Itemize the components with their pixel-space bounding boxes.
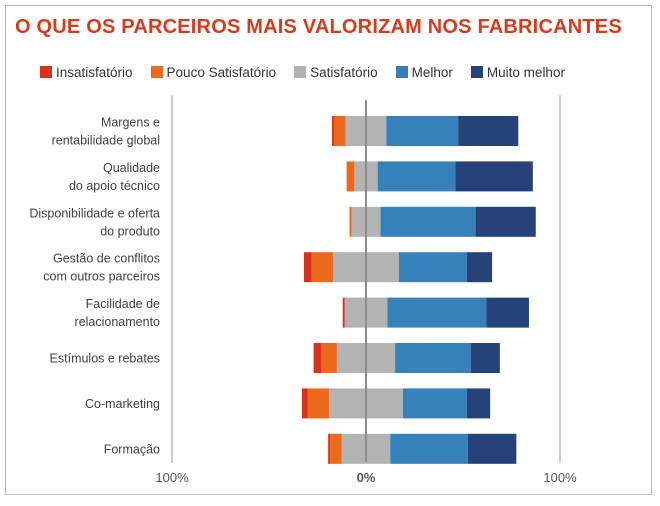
legend-label: Melhor [411, 64, 453, 80]
x-tick-label: 100% [155, 470, 189, 485]
bar-segment [311, 252, 334, 283]
bar-segment [398, 252, 467, 283]
chart-title: O QUE OS PARCEIROS MAIS VALORIZAM NOS FA… [15, 16, 622, 38]
x-tick-label: 100% [543, 470, 577, 485]
bar-segment [458, 116, 519, 146]
bar-segment [349, 206, 352, 237]
bar-segment [380, 206, 476, 237]
category-label: Qualidade [103, 161, 160, 175]
bar-segment [332, 116, 334, 146]
legend-label: Insatisfatório [56, 64, 133, 80]
bar-segment [321, 343, 337, 373]
bar-segment [307, 388, 330, 419]
legend-item: Muito melhor [470, 63, 565, 81]
legend-label: Muito melhor [486, 64, 565, 80]
bar-segment [386, 116, 459, 146]
category-label: Estímulos e rebates [50, 352, 160, 366]
bar-segment [377, 161, 456, 192]
bar-segment [466, 388, 491, 419]
category-label: Formação [104, 442, 160, 456]
bar-segment [328, 433, 331, 464]
bar-segment [455, 161, 533, 192]
legend-swatch [40, 66, 52, 78]
bar-segment [342, 297, 345, 328]
bar-segment [466, 252, 493, 283]
legend-item: Satisfatório [294, 63, 378, 81]
legend-swatch [395, 66, 408, 78]
category-label: rentabilidade global [52, 134, 160, 148]
category-label: Gestão de conflitos [53, 252, 160, 266]
bar-segment [395, 343, 471, 373]
bar-segment [330, 433, 342, 464]
bar-segment [346, 161, 355, 192]
bar-segment [303, 252, 312, 283]
bar-segment [390, 433, 468, 464]
category-label: Disponibilidade e oferta [29, 206, 160, 220]
legend-swatch [294, 66, 307, 78]
category-label: Margens e [101, 116, 160, 130]
bar-segment [402, 388, 467, 419]
legend-label: Pouco Satisfatório [166, 64, 277, 80]
bar-segment [470, 343, 500, 373]
bar-segment [313, 343, 322, 373]
category-label: do apoio técnico [69, 179, 160, 193]
legend-item: Melhor [395, 63, 453, 81]
legend: Insatisfatório Pouco Satisfatório Satisfat… [40, 63, 583, 81]
bar-segment [486, 297, 529, 328]
legend-swatch [150, 66, 163, 78]
category-label: com outros parceiros [43, 270, 160, 284]
legend-item: Pouco Satisfatório [150, 63, 277, 81]
legend-label: Satisfatório [310, 64, 378, 80]
bar-segment [333, 116, 346, 146]
bar-segment [475, 206, 536, 237]
legend-item: Insatisfatório [40, 63, 133, 81]
category-label: Co-marketing [85, 397, 160, 411]
category-label: do produto [100, 224, 160, 238]
x-tick-label: 0% [357, 470, 376, 485]
category-label: relacionamento [75, 315, 161, 329]
bar-segment [301, 388, 308, 419]
bar-segment [387, 297, 487, 328]
legend-swatch [470, 66, 483, 78]
category-label: Facilidade de [86, 297, 160, 311]
bar-segment [467, 433, 517, 464]
